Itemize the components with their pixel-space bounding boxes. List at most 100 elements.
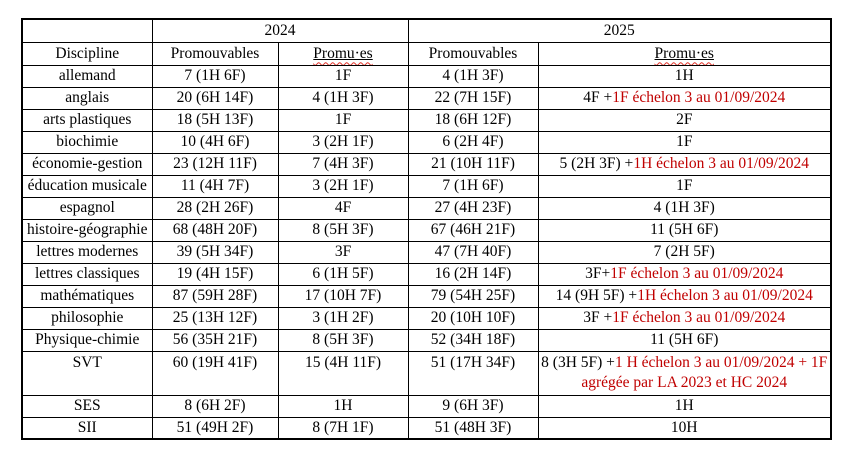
discipline-cell: lettres modernes	[21, 240, 153, 264]
promouvables-2024-cell: 7 (1H 6F)	[151, 64, 279, 88]
promotion-table: 2024 2025 Discipline Promouvables Promu·…	[21, 18, 832, 440]
promouvables-2024-cell: 18 (5H 13F)	[151, 108, 279, 132]
promues-2024-cell: 8 (5H 3F)	[277, 328, 409, 352]
promues-2025-cell: 8 (3H 5F) +1 H échelon 3 au 01/09/2024 +…	[537, 350, 832, 396]
promouvables-2024-cell: 23 (12H 11F)	[151, 152, 279, 176]
promues-2024-cell: 1F	[277, 108, 409, 132]
spellcheck-squiggle: Promu·es	[654, 44, 714, 62]
promues-2025-black-text: 1F	[676, 177, 693, 194]
promues-2025-cell: 14 (9H 5F) +1H échelon 3 au 01/09/2024	[537, 284, 832, 308]
promouvables-2024-cell: 25 (13H 12F)	[151, 306, 279, 330]
promouvables-2024-cell: 68 (48H 20F)	[151, 218, 279, 242]
promues-2025-cell: 1F	[537, 130, 832, 154]
promues-2025-black-text: 14 (9H 5F) +	[555, 287, 638, 304]
promouvables-2025-cell: 21 (10H 11F)	[407, 152, 539, 176]
promouvables-2024-cell: 39 (5H 34F)	[151, 240, 279, 264]
discipline-cell: Physique-chimie	[21, 328, 153, 352]
year-2025-header: 2025	[407, 18, 832, 43]
promouvables-2024-cell: 8 (6H 2F)	[151, 394, 279, 418]
promouvables-2024-cell: 28 (2H 26F)	[151, 196, 279, 220]
table-row: lettres classiques 19 (4H 15F) 6 (1H 5F)…	[21, 262, 832, 286]
promues-2025-cell: 11 (5H 6F)	[537, 328, 832, 352]
promues-2025-black-text: 11 (5H 6F)	[650, 331, 719, 348]
table-row: allemand 7 (1H 6F) 1F 4 (1H 3F) 1H	[21, 64, 832, 88]
promues-2025-cell: 4F +1F échelon 3 au 01/09/2024	[537, 86, 832, 110]
promues-2024-cell: 4F	[277, 196, 409, 220]
table-row: histoire-géographie 68 (48H 20F) 8 (5H 3…	[21, 218, 832, 242]
promues-2025-red-text: 1H échelon 3 au 01/09/2024	[637, 287, 813, 304]
promues-2024-cell: 17 (10H 7F)	[277, 284, 409, 308]
promues-2025-black-text: 4 (1H 3F)	[653, 199, 715, 216]
discipline-cell: mathématiques	[21, 284, 153, 308]
discipline-cell: anglais	[21, 86, 153, 110]
discipline-cell: allemand	[21, 64, 153, 88]
underline-wrap: Promu·es	[655, 45, 714, 62]
promues-2025-red-text: 1F échelon 3 au 01/09/2024	[612, 89, 786, 106]
discipline-cell: biochimie	[21, 130, 153, 154]
promouvables-2025-cell: 20 (10H 10F)	[407, 306, 539, 330]
table-row: éducation musicale 11 (4H 7F) 3 (2H 1F) …	[21, 174, 832, 198]
promouvables-2025-cell: 27 (4H 23F)	[407, 196, 539, 220]
promues-2025-red-text: 1F échelon 3 au 01/09/2024	[610, 265, 784, 282]
promues-2024-cell: 4 (1H 3F)	[277, 86, 409, 110]
promues-2025-black-text: 8 (3H 5F) +	[541, 353, 615, 371]
spellcheck-squiggle: Promu·es	[313, 44, 373, 62]
promues-2025-black-text: 3F +	[583, 309, 613, 326]
table-row: économie-gestion 23 (12H 11F) 7 (4H 3F) …	[21, 152, 832, 176]
promues-2025-cell: 10H	[537, 416, 832, 440]
promues-2025-cell: 1F	[537, 174, 832, 198]
column-header-row: Discipline Promouvables Promu·es Promouv…	[21, 41, 832, 66]
promues-2025-cell: 3F+1F échelon 3 au 01/09/2024	[537, 262, 832, 286]
promues-2025-cell: 3F +1F échelon 3 au 01/09/2024	[537, 306, 832, 330]
promues-2025-red-text: 1 H échelon 3 au 01/09/2024 + 1F agrégée…	[581, 353, 828, 391]
table-row: espagnol 28 (2H 26F) 4F 27 (4H 23F) 4 (1…	[21, 196, 832, 220]
corner-empty-cell	[21, 18, 153, 43]
promouvables-2024-cell: 51 (49H 2F)	[151, 416, 279, 440]
promues-2025-black-text: 2F	[676, 111, 693, 128]
promues-2025-cell: 4 (1H 3F)	[537, 196, 832, 220]
promues-2024-header: Promu·es	[277, 41, 409, 66]
table-row: lettres modernes 39 (5H 34F) 3F 47 (7H 4…	[21, 240, 832, 264]
promouvables-2025-header: Promouvables	[407, 41, 539, 66]
promouvables-2025-cell: 51 (48H 3F)	[407, 416, 539, 440]
promues-2025-cell: 5 (2H 3F) +1H échelon 3 au 01/09/2024	[537, 152, 832, 176]
promues-2025-black-text: 4F +	[583, 89, 613, 106]
promouvables-2024-cell: 11 (4H 7F)	[151, 174, 279, 198]
table-row: Physique-chimie 56 (35H 21F) 8 (5H 3F) 5…	[21, 328, 832, 352]
promouvables-2025-cell: 67 (46H 21F)	[407, 218, 539, 242]
promues-2024-cell: 3 (1H 2F)	[277, 306, 409, 330]
table-row: arts plastiques 18 (5H 13F) 1F 18 (6H 12…	[21, 108, 832, 132]
promues-2025-black-text: 7 (2H 5F)	[653, 243, 715, 260]
promouvables-2024-header: Promouvables	[151, 41, 279, 66]
promouvables-2024-cell: 87 (59H 28F)	[151, 284, 279, 308]
promues-2025-black-text: 3F+	[585, 265, 611, 282]
promouvables-2025-cell: 6 (2H 4F)	[407, 130, 539, 154]
promues-2025-cell: 7 (2H 5F)	[537, 240, 832, 264]
underline-wrap: Promu·es	[313, 45, 372, 62]
promouvables-2025-cell: 51 (17H 34F)	[407, 350, 539, 396]
discipline-cell: SII	[21, 416, 153, 440]
discipline-cell: éducation musicale	[21, 174, 153, 198]
promues-2025-cell: 1H	[537, 64, 832, 88]
discipline-cell: SES	[21, 394, 153, 418]
discipline-cell: lettres classiques	[21, 262, 153, 286]
promues-2025-cell: 2F	[537, 108, 832, 132]
promues-2025-header: Promu·es	[537, 41, 832, 66]
table-row: SVT 60 (19H 41F) 15 (4H 11F) 51 (17H 34F…	[21, 350, 832, 396]
discipline-cell: SVT	[21, 350, 153, 396]
discipline-header: Discipline	[21, 41, 153, 66]
promues-2024-cell: 3F	[277, 240, 409, 264]
promues-2024-cell: 8 (7H 1F)	[277, 416, 409, 440]
promues-2024-cell: 1H	[277, 394, 409, 418]
promues-2025-black-text: 5 (2H 3F) +	[559, 155, 634, 172]
promues-2024-cell: 3 (2H 1F)	[277, 130, 409, 154]
promues-2025-black-text: 1H	[674, 397, 694, 414]
promues-2024-cell: 15 (4H 11F)	[277, 350, 409, 396]
promouvables-2025-cell: 7 (1H 6F)	[407, 174, 539, 198]
promouvables-2024-cell: 19 (4H 15F)	[151, 262, 279, 286]
promues-2024-cell: 7 (4H 3F)	[277, 152, 409, 176]
promues-2025-black-text: 10H	[670, 418, 698, 436]
promues-2024-cell: 3 (2H 1F)	[277, 174, 409, 198]
promues-2025-black-text: 1H	[674, 67, 694, 84]
